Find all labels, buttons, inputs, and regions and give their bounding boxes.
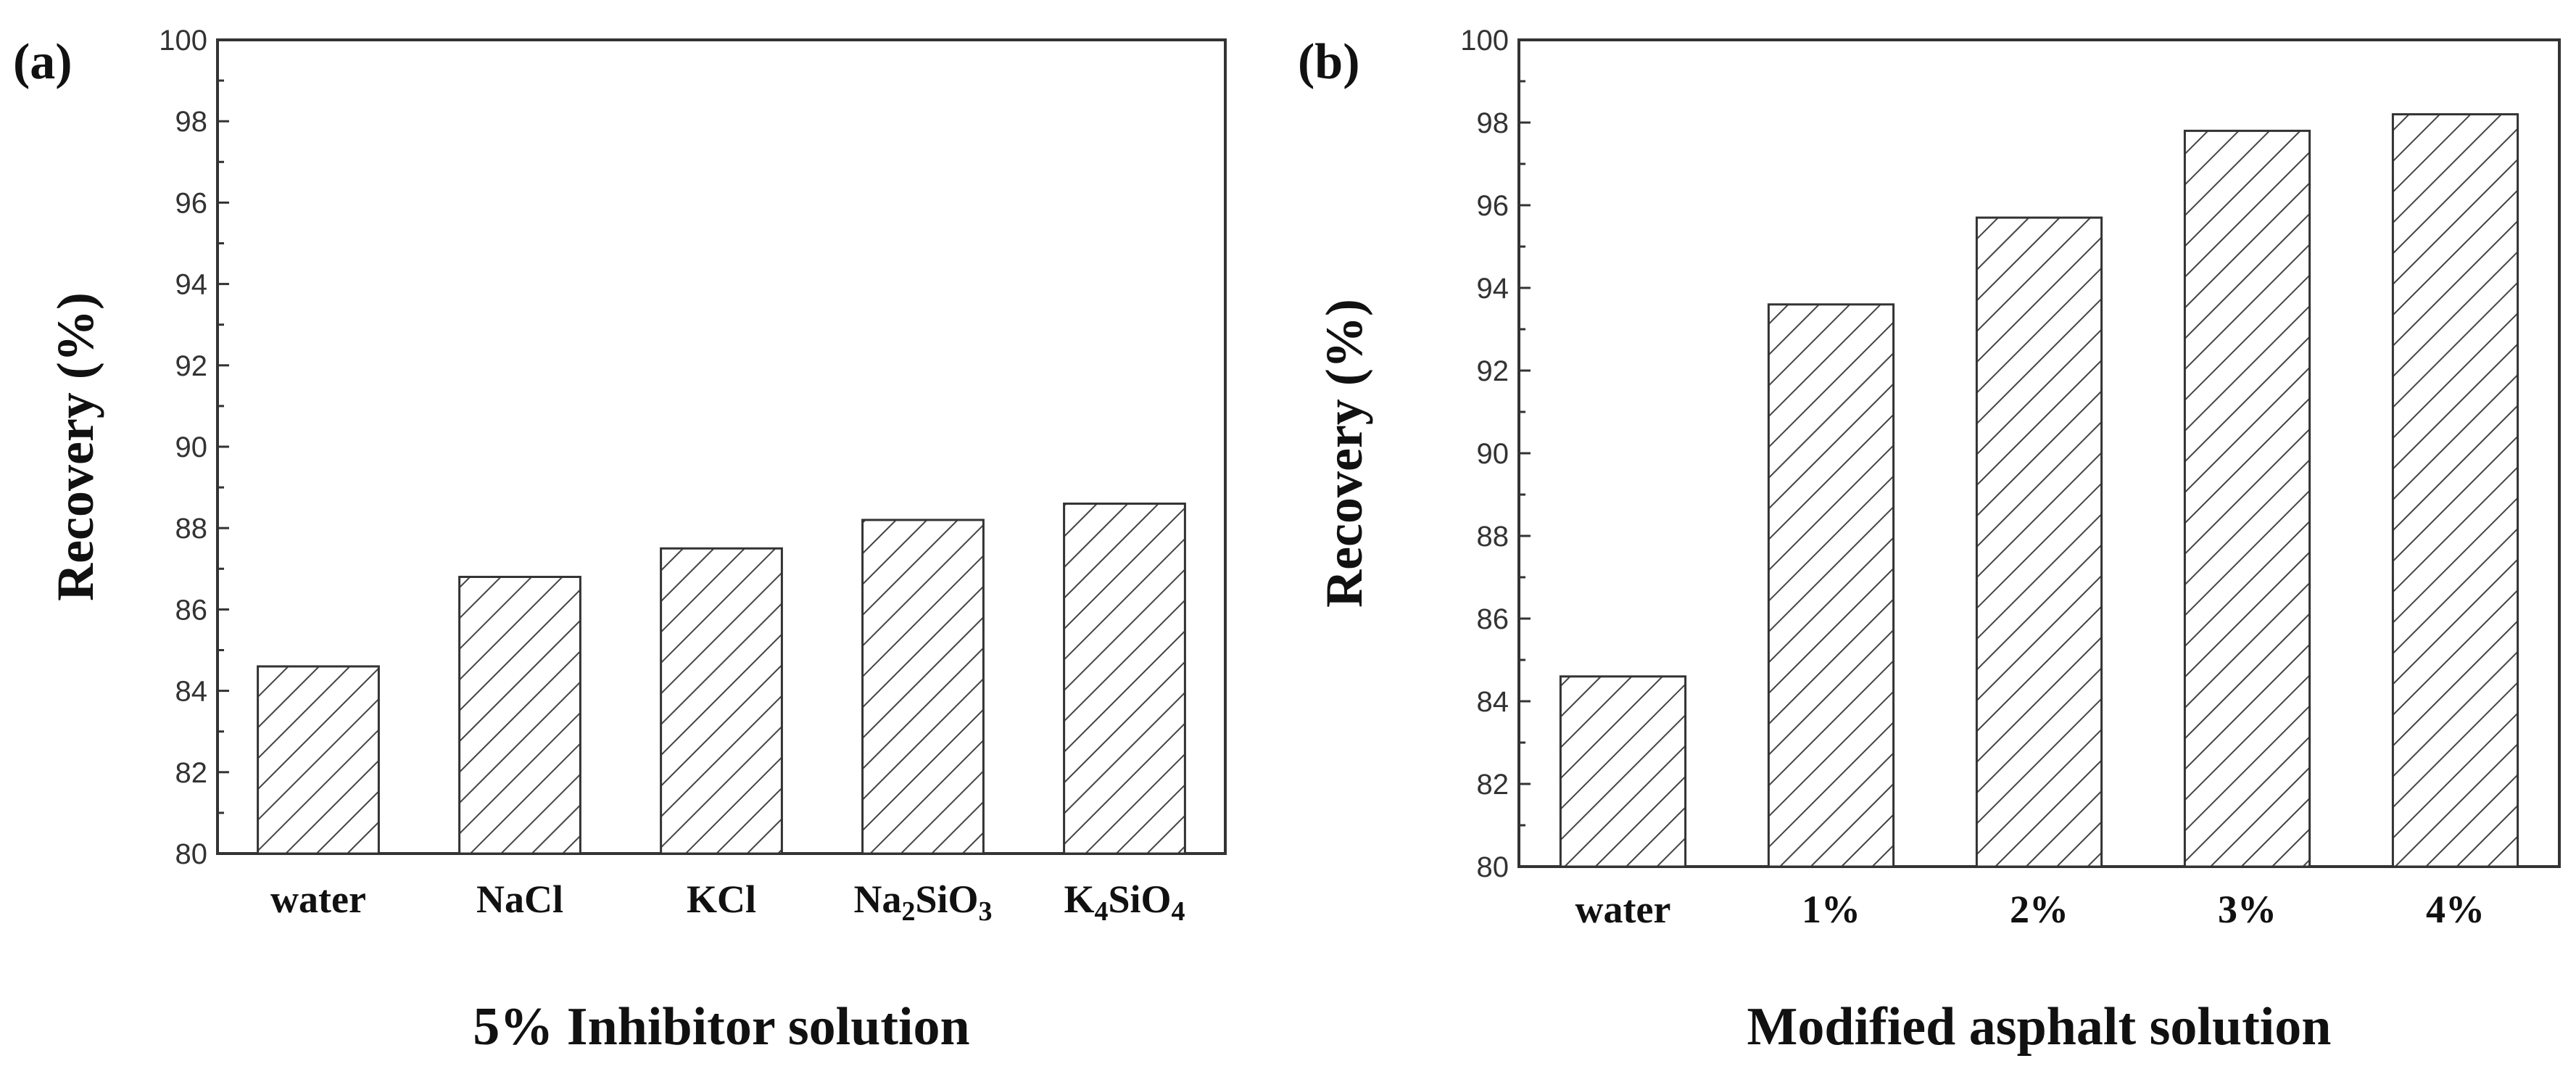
y-tick-label: 86 <box>175 594 208 626</box>
y-tick-label: 96 <box>175 187 208 219</box>
y-tick-label: 92 <box>1477 355 1509 387</box>
x-category-label: 3% <box>2218 888 2277 931</box>
y-tick-label: 86 <box>1477 603 1509 635</box>
bar <box>660 547 783 855</box>
y-tick-label: 90 <box>1477 438 1509 470</box>
y-tick-label: 98 <box>1477 107 1509 139</box>
bar <box>458 576 581 855</box>
x-axis-title: 5% Inhibitor solution <box>473 997 969 1057</box>
y-tick-label: 90 <box>175 431 208 463</box>
y-tick-label: 96 <box>1477 190 1509 222</box>
y-axis-title: Recovery (%) <box>46 292 104 601</box>
bar <box>1559 675 1687 868</box>
y-tick-label: 98 <box>175 106 208 138</box>
x-category-label: Na2SiO3 <box>853 877 992 927</box>
y-tick-label: 94 <box>1477 273 1509 305</box>
bar <box>1063 503 1186 855</box>
chart-panel-b: 80 82 84 86 88 90 92 94 96 98 100 water 1% 2% 3% 4% Modi… <box>1298 25 2561 1057</box>
bar <box>2183 129 2311 868</box>
y-tick-label: 84 <box>1477 686 1509 718</box>
x-category-label: water <box>270 877 366 921</box>
y-tick-label: 84 <box>175 676 208 708</box>
bar <box>2391 113 2519 868</box>
y-tick-label: 82 <box>175 757 208 789</box>
x-category-label: NaCl <box>476 877 563 921</box>
y-tick-label: 80 <box>1477 851 1509 883</box>
x-category-label: water <box>1575 888 1671 931</box>
panel-label: (b) <box>1298 34 1360 90</box>
bar <box>861 519 985 855</box>
chart-panel-a: 80 82 84 86 88 90 92 94 96 98 100 water NaCl KCl Na2Si… <box>13 25 1227 1057</box>
x-axis-title: Modified asphalt solution <box>1747 997 2332 1057</box>
y-tick-label: 100 <box>159 25 207 57</box>
x-category-label: K4SiO4 <box>1064 877 1185 927</box>
x-category-label: KCl <box>687 877 756 921</box>
bar <box>257 665 380 855</box>
y-tick-label: 100 <box>1460 25 1509 57</box>
y-axis-title: Recovery (%) <box>1315 299 1373 608</box>
y-tick-label: 88 <box>1477 521 1509 553</box>
x-category-label: 1% <box>1802 888 1860 931</box>
y-tick-label: 80 <box>175 838 208 870</box>
bar <box>1975 216 2103 868</box>
y-tick-label: 94 <box>175 269 208 301</box>
y-tick-label: 82 <box>1477 769 1509 801</box>
x-category-label: 4% <box>2426 888 2485 931</box>
panel-label: (a) <box>13 34 73 90</box>
x-category-label: 2% <box>2010 888 2068 931</box>
y-tick-label: 92 <box>175 350 208 382</box>
y-tick-label: 88 <box>175 513 208 545</box>
bar <box>1767 303 1895 868</box>
